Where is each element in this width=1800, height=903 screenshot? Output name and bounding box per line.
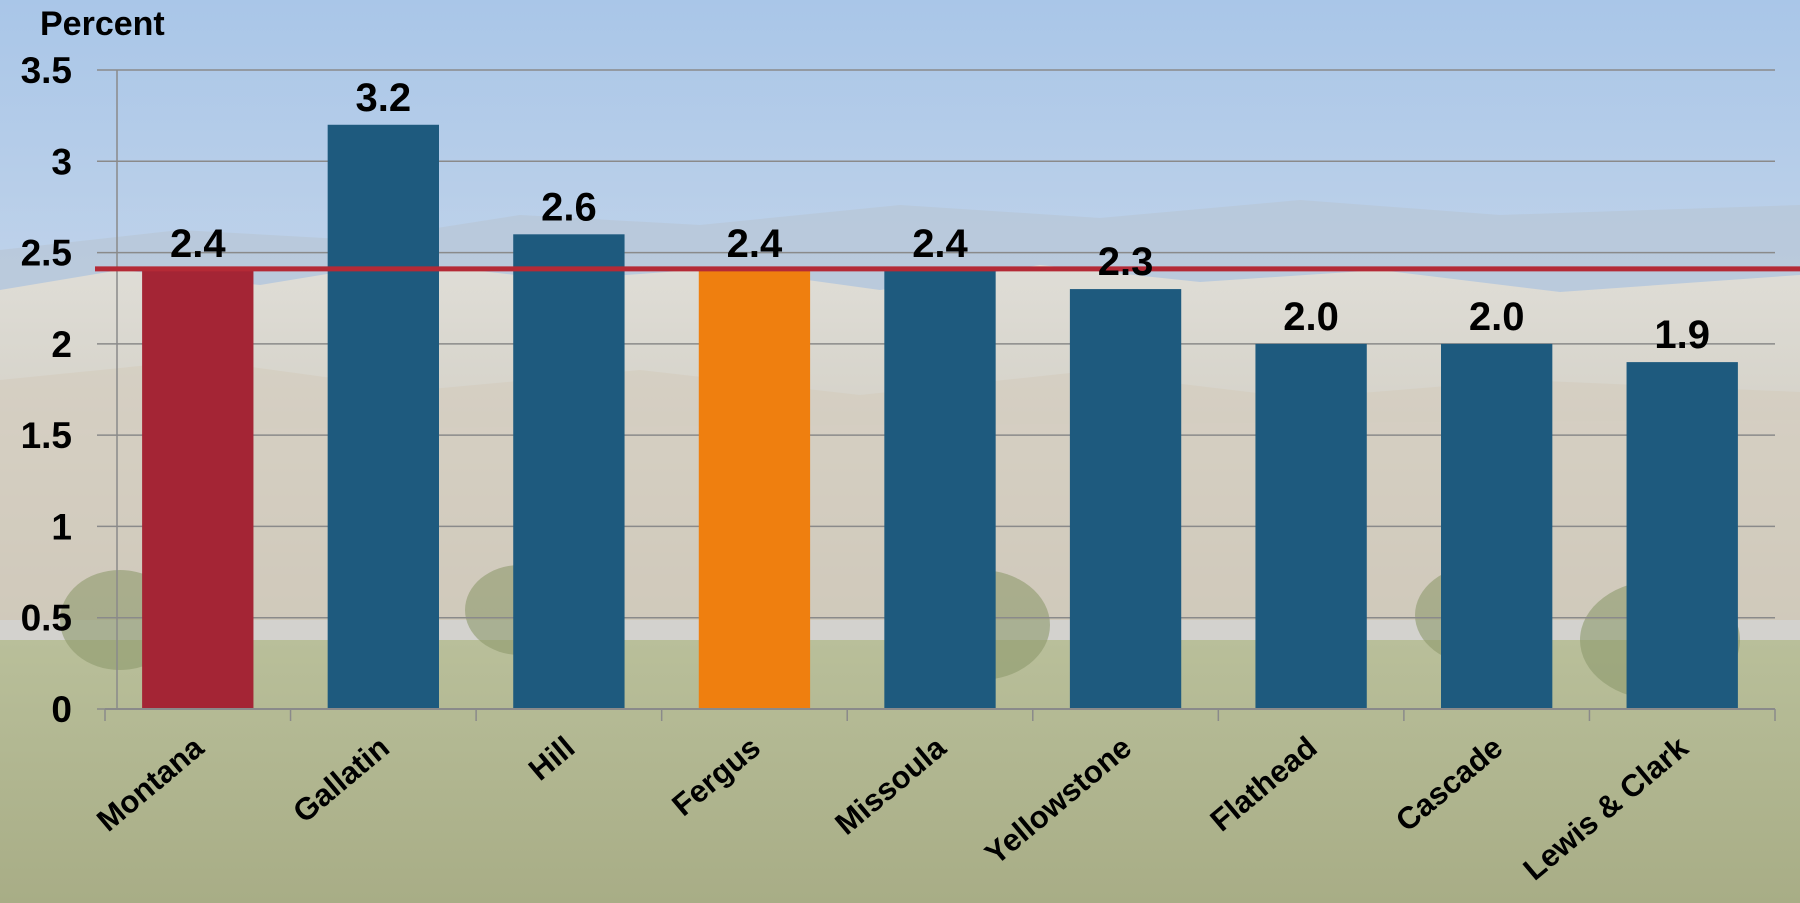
bar-value-label: 2.4 [727, 222, 783, 266]
category-label: Yellowstone [978, 730, 1138, 872]
category-label: Cascade [1389, 730, 1509, 839]
bar-yellowstone [1069, 289, 1182, 709]
bar-lewis-clark [1626, 362, 1738, 709]
bars [142, 124, 1738, 710]
bar-fergus [698, 270, 811, 709]
bar-value-label: 2.6 [541, 185, 597, 229]
bar-gallatin [327, 124, 439, 710]
y-tick-label: 3.5 [21, 50, 72, 91]
y-tick-label: 1 [51, 506, 72, 547]
bar-value-label: 2.3 [1098, 240, 1154, 284]
category-label: Montana [90, 729, 211, 838]
y-axis-ticks: 0 0.5 1 1.5 2 2.5 3 3.5 [21, 50, 72, 730]
y-tick-label: 2 [51, 324, 72, 365]
y-axis-label: Percent [40, 5, 165, 43]
category-label: Gallatin [286, 730, 396, 830]
bar-value-label: 2.0 [1283, 295, 1339, 339]
y-tick-label: 3 [51, 141, 72, 182]
bar-value-label: 2.4 [170, 222, 226, 266]
bar-value-label: 2.0 [1469, 295, 1525, 339]
category-label: Hill [522, 730, 581, 788]
bar-missoula [884, 270, 996, 709]
bar-value-label: 1.9 [1654, 313, 1710, 357]
y-tick-label: 0 [51, 689, 72, 730]
bar-montana [142, 270, 254, 709]
x-axis [104, 708, 1776, 721]
bar-value-labels: 2.4 3.2 2.6 2.4 2.4 2.3 2.0 2.0 1.9 [170, 76, 1710, 357]
bar-value-label: 2.4 [912, 222, 968, 266]
y-tick-label: 1.5 [21, 415, 72, 456]
category-label: Lewis & Clark [1516, 729, 1695, 887]
bar-value-label: 3.2 [356, 76, 412, 120]
category-label: Flathead [1203, 730, 1323, 839]
y-tick-label: 2.5 [21, 233, 72, 274]
category-labels: Montana Gallatin Hill Fergus Missoula Yellows… [90, 729, 1695, 887]
bar-cascade [1441, 343, 1553, 709]
y-tick-label: 0.5 [21, 598, 72, 639]
category-label: Fergus [665, 730, 767, 823]
bar-flathead [1255, 343, 1367, 709]
category-label: Missoula [828, 729, 953, 842]
bar-hill [513, 234, 625, 710]
